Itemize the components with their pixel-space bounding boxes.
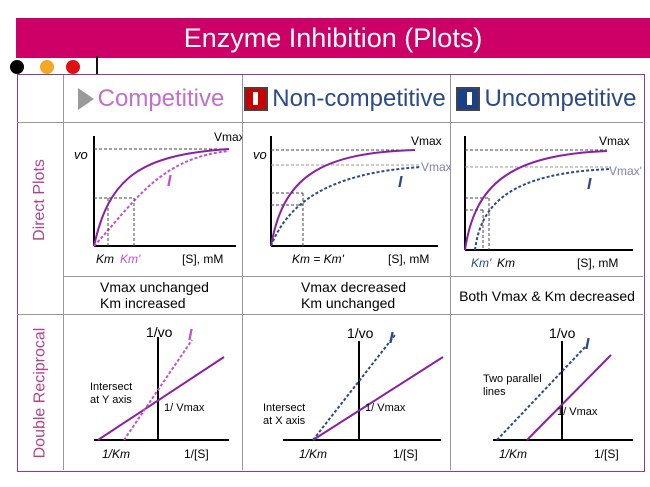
inhibitor-label: I	[389, 330, 394, 347]
header-uncompetitive: Uncompetitive	[450, 75, 643, 123]
intersect-note: Intersect at X axis	[263, 402, 308, 427]
vmax-label: Vmax	[599, 134, 630, 148]
inhibitor-box-icon	[244, 87, 269, 111]
direct-plot-noncompetitive: vo Vmax Vmax' I Km = Km' [S], mM	[253, 134, 450, 266]
km-prime-label: Km'	[120, 252, 141, 266]
vo-label: vo	[74, 147, 88, 162]
curve-uninhibited	[270, 149, 416, 247]
curve-uninhibited	[464, 150, 608, 251]
intersect-note: Intersect at Y axis	[90, 381, 135, 406]
main-panel	[17, 74, 645, 472]
x-axis-label: 1/[S]	[393, 447, 418, 461]
reciprocal-plot-uncompetitive: 1/vo I Two parallel lines 1/ Vmax 1/Km 1…	[483, 325, 633, 461]
caption-competitive-line1: Vmax unchanged	[100, 279, 209, 295]
vmax-prime-label: Vmax'	[421, 160, 450, 174]
page-title: Enzyme Inhibition (Plots)	[183, 23, 483, 53]
side-label-direct-box: Direct Plots	[17, 123, 63, 276]
s-axis-label: [S], mM	[182, 252, 223, 266]
header-competitive-label: Competitive	[97, 85, 225, 112]
header-noncompetitive: Non-competitive	[240, 75, 450, 123]
note-line2: at X axis	[263, 415, 306, 427]
vo-label: vo	[253, 147, 267, 162]
inhibitor-label: I	[188, 327, 193, 344]
vmax-label: Vmax	[214, 130, 242, 144]
note-line1: Intersect	[263, 402, 305, 414]
uncompetitive-box-icon	[456, 87, 481, 111]
side-label-reciprocal-box: Double Reciprocal	[17, 315, 63, 470]
inv-vmax-label: 1/ Vmax	[557, 406, 598, 418]
curve-inhibited	[474, 168, 612, 251]
direct-plot-uncompetitive: Vmax Vmax' I Km' Km [S], mM	[464, 134, 642, 270]
reciprocal-plot-competitive: 1/vo I Intersect at Y axis 1/ Vmax 1/Km …	[90, 324, 229, 461]
x-neg-label: 1/Km	[499, 447, 527, 461]
line-inhibited	[496, 344, 588, 441]
direct-plot-competitive: vo Vmax I Km Km' [S], mM	[74, 130, 242, 266]
vmax-prime-label: Vmax'	[609, 164, 642, 178]
play-icon	[77, 88, 94, 110]
grid-line	[63, 276, 643, 277]
line-uninhibited	[97, 356, 225, 441]
caption-noncompetitive: Vmax decreased Km unchanged	[243, 279, 450, 311]
caption-uncompetitive-line1: Both Vmax & Km decreased	[459, 288, 635, 304]
grid-line	[17, 122, 643, 123]
caption-noncompetitive-line2: Km unchanged	[301, 295, 396, 311]
x-neg-label: 1/Km	[299, 447, 327, 461]
grid-line	[450, 75, 451, 470]
km-label: Km	[96, 252, 114, 266]
y-axis-label: 1/vo	[347, 325, 374, 341]
side-label-reciprocal: Double Reciprocal	[31, 327, 49, 458]
curve-uninhibited	[93, 148, 230, 247]
km-prime-label: Km'	[471, 256, 492, 270]
line-uninhibited	[312, 356, 444, 441]
red-dot	[66, 60, 80, 74]
grid-line	[63, 75, 64, 470]
reciprocal-plot-noncompetitive: 1/vo I 1/ Vmax Intersect at X axis 1/Km …	[263, 325, 444, 461]
x-neg-label: 1/Km	[102, 447, 130, 461]
note-line2: at Y axis	[90, 394, 132, 406]
parallel-note: Two parallel lines	[483, 373, 545, 398]
title-tick	[96, 56, 98, 74]
header-noncompetitive-label: Non-competitive	[272, 85, 446, 112]
header-row: Competitive Non-competitive Uncompetitiv…	[46, 75, 643, 123]
note-line2: lines	[483, 386, 506, 398]
inhibitor-label: I	[398, 174, 403, 191]
caption-uncompetitive: Both Vmax & Km decreased	[451, 288, 643, 304]
title-bar: Enzyme Inhibition (Plots)	[16, 18, 650, 58]
curve-inhibited	[270, 166, 422, 247]
grid-line	[17, 314, 643, 315]
black-dot	[10, 60, 24, 74]
s-axis-label: [S], mM	[388, 252, 429, 266]
line-inhibited	[312, 334, 396, 441]
inv-vmax-label: 1/ Vmax	[164, 402, 205, 414]
line-uninhibited	[526, 354, 612, 441]
vmax-label: Vmax	[411, 134, 442, 148]
y-axis-label: 1/vo	[549, 325, 576, 341]
x-axis-label: 1/[S]	[594, 447, 619, 461]
s-axis-label: [S], mM	[577, 256, 618, 270]
y-axis-label: 1/vo	[146, 324, 173, 340]
inhibitor-label: I	[167, 173, 172, 190]
km-label: Km	[497, 256, 515, 270]
orange-dot	[40, 60, 54, 74]
inhibitor-label: I	[587, 176, 592, 193]
side-label-direct: Direct Plots	[31, 158, 49, 241]
inhibitor-label: I	[585, 336, 590, 353]
caption-noncompetitive-line1: Vmax decreased	[301, 279, 407, 295]
caption-competitive-line2: Km increased	[100, 295, 186, 311]
header-uncompetitive-label: Uncompetitive	[484, 85, 637, 112]
header-competitive: Competitive	[62, 75, 240, 123]
note-line1: Intersect	[90, 381, 132, 393]
inv-vmax-label: 1/ Vmax	[365, 402, 406, 414]
km-eq-label: Km = Km'	[292, 252, 345, 266]
x-axis-label: 1/[S]	[184, 447, 209, 461]
caption-competitive: Vmax unchanged Km increased	[64, 279, 242, 311]
grid-line	[242, 75, 243, 470]
line-inhibited	[123, 339, 193, 441]
note-line1: Two parallel	[483, 373, 542, 385]
